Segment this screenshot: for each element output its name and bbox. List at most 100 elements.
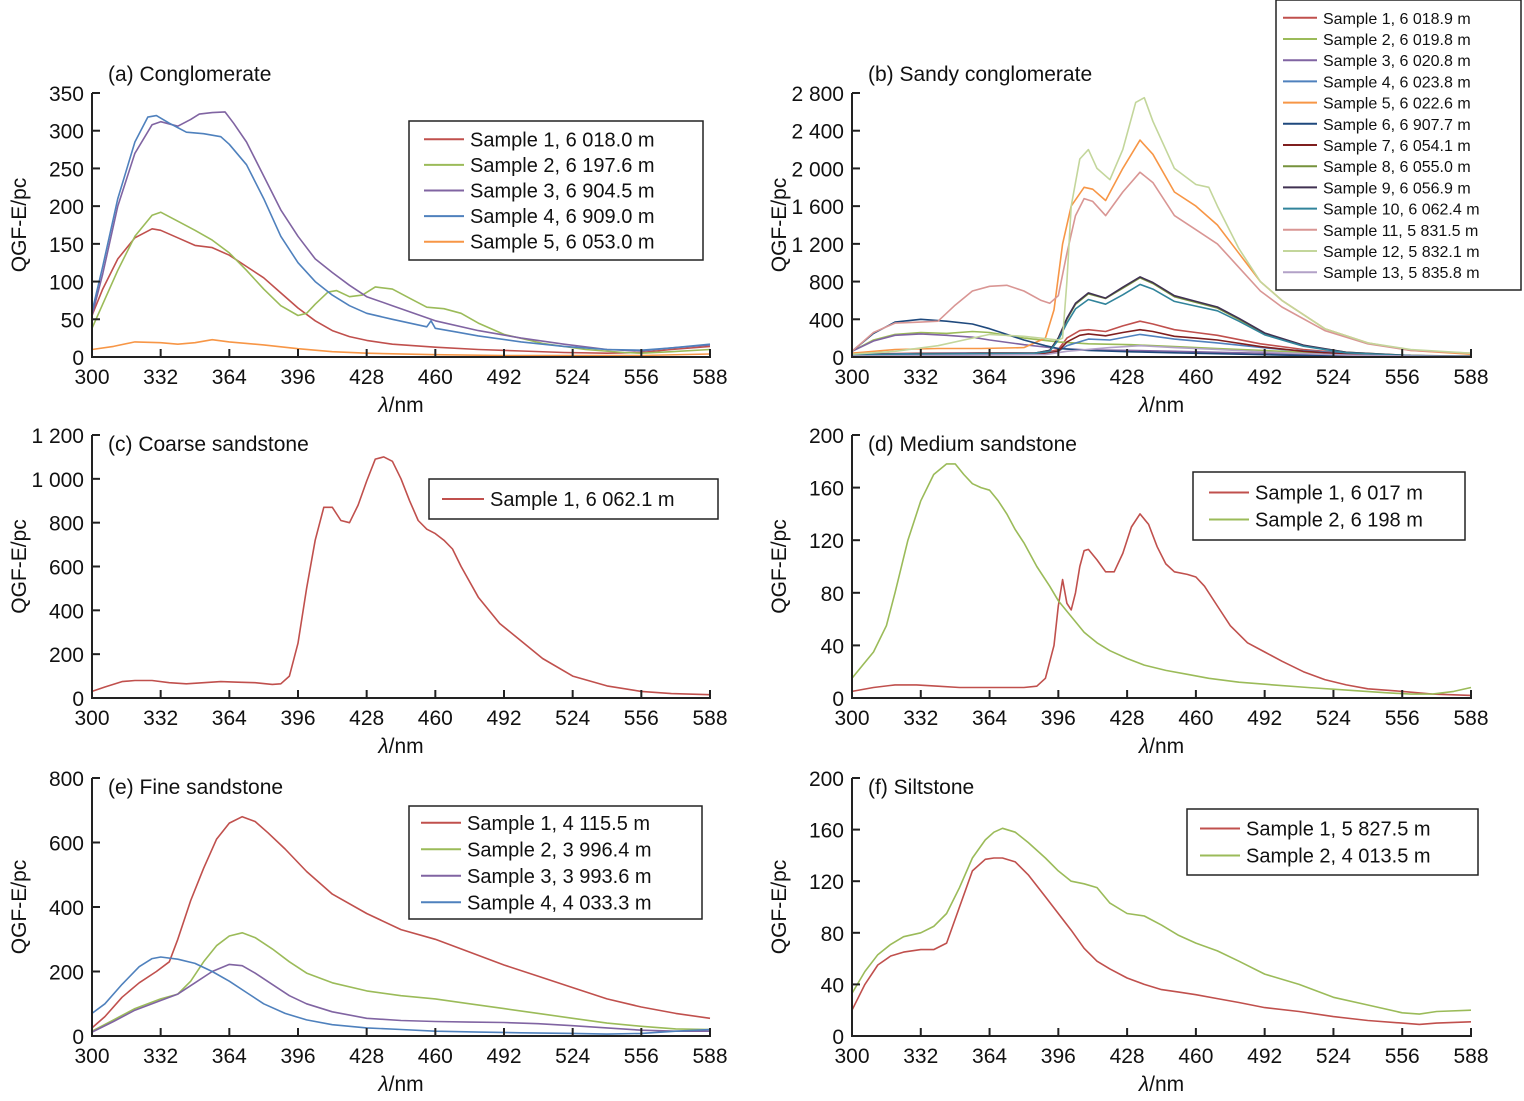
x-tick-label: 428: [1110, 1045, 1145, 1068]
legend-box: [1186, 808, 1479, 876]
chart-panel-f: 300 332 364 396 428 460 492 524 556 588 0 40 80 120 16…: [768, 768, 1489, 1096]
axis-frame: [851, 435, 1472, 699]
y-tick-label: 1 200: [791, 234, 844, 257]
chart-panel-c: 300 332 364 396 428 460 492 524 556 588 0 200 400 600…: [8, 425, 728, 758]
series-line-sample-6: [851, 318, 1472, 358]
legend-label: Sample 7, 6 054.1 m: [1323, 138, 1471, 155]
x-tick-label: 460: [418, 366, 453, 389]
legend-label: Sample 6, 6 907.7 m: [1323, 117, 1471, 134]
legend-label: Sample 13, 5 835.8 m: [1323, 265, 1480, 282]
legend-label: Sample 4, 6 909.0 m: [470, 206, 655, 228]
panel-title: (c) Coarse sandstone: [108, 433, 309, 456]
y-tick-label: 800: [809, 272, 844, 295]
y-axis-title: QGF-E/pc: [768, 178, 791, 273]
x-tick-label: 300: [74, 366, 109, 389]
legend-label: Sample 2, 6 019.8 m: [1323, 32, 1471, 49]
series-line-sample-1: [91, 456, 711, 696]
y-tick-label: 800: [49, 768, 84, 791]
chart-panel-e: 300 332 364 396 428 460 492 524 556 588 0 200 400 600…: [8, 768, 728, 1096]
x-tick-label: 332: [903, 707, 938, 730]
legend-label: Sample 9, 6 056.9 m: [1323, 180, 1471, 197]
x-tick-label: 524: [555, 366, 590, 389]
x-tick-label: 588: [692, 1045, 727, 1068]
panel-title: (f) Siltstone: [868, 776, 974, 799]
x-tick-label: 556: [624, 1045, 659, 1068]
panel-title: (a) Conglomerate: [108, 63, 271, 86]
x-tick-label: 492: [486, 1045, 521, 1068]
legend-label: Sample 1, 6 018.9 m: [1323, 11, 1471, 28]
y-axis-title: QGF-E/pc: [8, 860, 31, 955]
x-tick-label: 460: [1178, 1045, 1213, 1068]
y-tick-label: 1 000: [31, 469, 84, 492]
x-axis-title: λ/nm: [1138, 735, 1184, 758]
x-tick-label: 492: [486, 366, 521, 389]
x-tick-label: 332: [143, 1045, 178, 1068]
x-tick-label: 428: [1110, 366, 1145, 389]
y-tick-label: 160: [809, 478, 844, 501]
series-line-sample-11: [851, 171, 1472, 354]
x-tick-label: 364: [972, 1045, 1007, 1068]
y-tick-label: 2 800: [791, 83, 844, 106]
x-tick-label: 300: [74, 1045, 109, 1068]
x-tick-label: 492: [1247, 1045, 1282, 1068]
y-tick-label: 0: [72, 688, 84, 711]
x-tick-label: 332: [143, 707, 178, 730]
x-tick-label: 588: [692, 707, 727, 730]
series-line-sample-2: [851, 330, 1472, 357]
legend-label: Sample 10, 6 062.4 m: [1323, 202, 1480, 219]
y-tick-label: 120: [809, 871, 844, 894]
x-tick-label: 428: [349, 366, 384, 389]
y-tick-label: 350: [49, 83, 84, 106]
x-tick-label: 492: [1247, 366, 1282, 389]
legend: Sample 1, 6 017 m Sample 2, 6 198 m: [1192, 471, 1466, 541]
legend-label: Sample 1, 6 018.0 m: [470, 129, 655, 151]
x-tick-label: 524: [555, 707, 590, 730]
axis-frame: [91, 93, 711, 358]
x-tick-label: 396: [280, 366, 315, 389]
x-tick-label: 556: [624, 366, 659, 389]
series-group: [91, 456, 711, 696]
y-tick-label: 1 600: [791, 196, 844, 219]
legend-label: Sample 1, 6 062.1 m: [490, 489, 675, 511]
y-tick-label: 200: [809, 768, 844, 791]
x-tick-label: 524: [1316, 707, 1351, 730]
axis-frame: [851, 778, 1472, 1037]
series-line-sample-5: [91, 338, 711, 357]
legend-label: Sample 1, 5 827.5 m: [1246, 819, 1431, 841]
x-tick-label: 332: [903, 366, 938, 389]
y-axis-title: QGF-E/pc: [8, 519, 31, 614]
y-tick-label: 160: [809, 820, 844, 843]
legend-box: [408, 805, 703, 920]
panel-title: (d) Medium sandstone: [868, 433, 1077, 456]
y-tick-label: 400: [49, 600, 84, 623]
y-tick-label: 0: [832, 347, 844, 370]
y-tick-label: 120: [809, 530, 844, 553]
legend: Sample 1, 5 827.5 m Sample 2, 4 013.5 m: [1186, 808, 1479, 876]
legend-label: Sample 3, 6 904.5 m: [470, 181, 655, 203]
y-tick-label: 300: [49, 121, 84, 144]
legend: Sample 1, 6 018.0 m Sample 2, 6 197.6 m Sa…: [408, 120, 704, 261]
x-tick-label: 332: [143, 366, 178, 389]
x-tick-label: 492: [1247, 707, 1282, 730]
x-tick-label: 588: [692, 366, 727, 389]
y-tick-label: 80: [821, 583, 844, 606]
chart-panel-d: 300 332 364 396 428 460 492 524 556 588 0 40 80 120 16…: [768, 425, 1489, 758]
series-line-sample-7: [851, 328, 1472, 358]
x-tick-label: 396: [1041, 707, 1076, 730]
x-tick-label: 524: [555, 1045, 590, 1068]
x-tick-label: 364: [972, 707, 1007, 730]
y-tick-label: 2 000: [791, 158, 844, 181]
legend-label: Sample 5, 6 053.0 m: [470, 232, 655, 254]
legend-box: [1192, 471, 1466, 541]
y-tick-label: 100: [49, 272, 84, 295]
y-tick-label: 600: [49, 557, 84, 580]
y-tick-label: 0: [832, 688, 844, 711]
x-tick-label: 300: [834, 707, 869, 730]
x-tick-label: 300: [834, 1045, 869, 1068]
legend-label: Sample 8, 6 055.0 m: [1323, 159, 1471, 176]
x-tick-label: 364: [212, 707, 247, 730]
x-tick-label: 460: [1178, 366, 1213, 389]
series-line-sample-3: [91, 111, 711, 352]
series-line-sample-2: [851, 463, 1472, 695]
legend-label: Sample 3, 3 993.6 m: [467, 866, 652, 888]
